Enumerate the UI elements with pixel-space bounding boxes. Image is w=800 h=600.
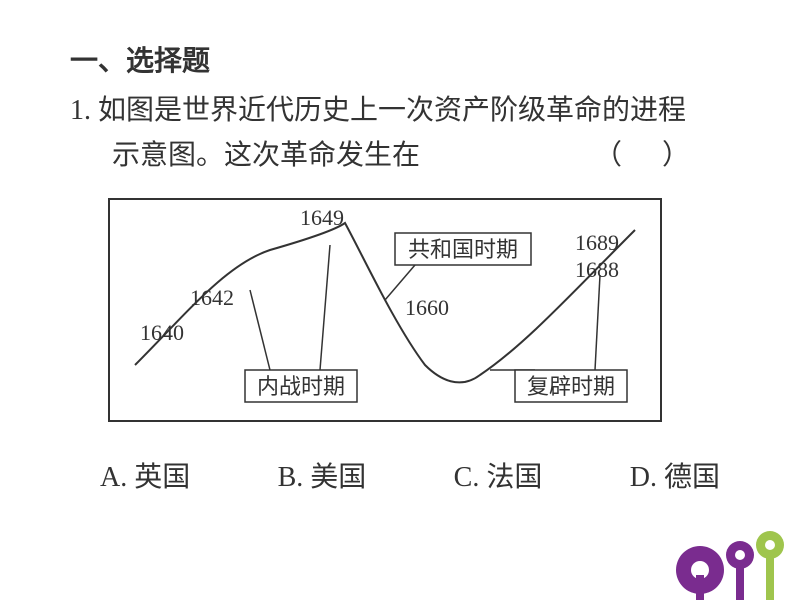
year-label-1640: 1640 — [140, 320, 184, 345]
period-label-1: 共和国时期 — [408, 237, 518, 262]
decor-stem-3-icon — [766, 550, 774, 600]
period-label-0: 内战时期 — [257, 374, 345, 399]
question-line-2-text: 示意图。这次革命发生在 — [112, 140, 420, 171]
answer-parentheses: （） — [594, 134, 730, 179]
paren-open: （ — [594, 140, 662, 171]
section-title: 一、选择题 — [70, 40, 730, 85]
option-a[interactable]: A. 英国 — [100, 455, 190, 495]
decor-circle-2-hole-icon — [735, 550, 745, 560]
option-b[interactable]: B. 美国 — [278, 455, 367, 495]
year-label-1649: 1649 — [300, 205, 344, 230]
question-line-1: 1. 如图是世界近代历史上一次资产阶级革命的进程 — [70, 89, 730, 134]
period-label-2: 复辟时期 — [527, 374, 615, 399]
diagram-svg: 16401642 1649 1660 16891688 内战时期 共和国时期复辟时期 — [105, 195, 665, 435]
diagram: 16401642 1649 1660 16891688 内战时期 共和国时期复辟时期 — [105, 195, 665, 435]
option-c[interactable]: C. 法国 — [454, 455, 543, 495]
decor-stem-icon — [696, 575, 704, 600]
text-block: 一、选择题 1. 如图是世界近代历史上一次资产阶级革命的进程 示意图。这次革命发… — [70, 40, 730, 178]
paren-close: ） — [662, 140, 730, 171]
page: 一、选择题 1. 如图是世界近代历史上一次资产阶级革命的进程 示意图。这次革命发… — [0, 0, 800, 600]
year-label-1660: 1660 — [405, 295, 449, 320]
footer-decoration — [600, 480, 800, 600]
decor-stem-2-icon — [736, 560, 744, 600]
year-label-1689: 1689 — [575, 230, 619, 255]
year-label-1688: 1688 — [575, 257, 619, 282]
decor-circle-3-hole-icon — [765, 540, 775, 550]
question-line-2: 示意图。这次革命发生在 （） — [70, 134, 730, 179]
question-text: 1. 如图是世界近代历史上一次资产阶级革命的进程 示意图。这次革命发生在 （） — [70, 89, 730, 179]
year-label-1642: 1642 — [190, 285, 234, 310]
